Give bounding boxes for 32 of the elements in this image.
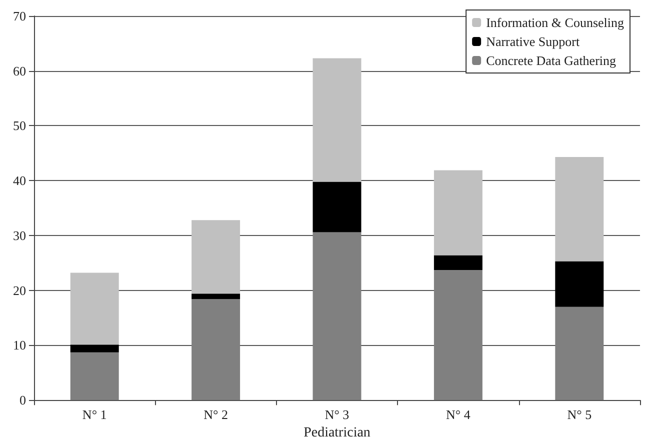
x-tick-label: N° 1 xyxy=(82,407,107,422)
x-tick-label: N° 4 xyxy=(446,407,471,422)
bar xyxy=(555,157,604,262)
y-tick-label: 0 xyxy=(20,392,26,408)
bar xyxy=(434,255,482,270)
y-tick-label: 10 xyxy=(13,338,26,353)
bar xyxy=(70,352,119,400)
legend-label: Concrete Data Gathering xyxy=(486,53,617,68)
x-tick-label: N° 2 xyxy=(204,407,228,422)
bar xyxy=(70,344,119,352)
bar xyxy=(434,170,482,256)
x-tick-label: N° 3 xyxy=(324,407,350,422)
y-tick-label: 70 xyxy=(13,8,26,24)
legend-label: Narrative Support xyxy=(486,34,580,49)
bar xyxy=(192,294,240,300)
bar xyxy=(555,261,604,307)
y-tick-label: 50 xyxy=(13,118,26,134)
bar xyxy=(434,270,482,400)
bar xyxy=(70,272,119,345)
bar xyxy=(312,182,362,232)
y-tick-label: 30 xyxy=(13,228,26,243)
legend-label: Information & Counseling xyxy=(486,15,624,30)
bar xyxy=(312,232,362,400)
bar xyxy=(192,220,240,294)
y-tick-label: 20 xyxy=(13,282,26,298)
bar xyxy=(192,299,240,400)
x-axis-title: Pediatrician xyxy=(304,426,370,440)
bar xyxy=(555,306,604,400)
x-tick-label: N° 5 xyxy=(567,407,592,422)
y-tick-label: 40 xyxy=(13,173,26,188)
y-tick-label: 60 xyxy=(13,63,26,78)
bar xyxy=(312,58,362,182)
